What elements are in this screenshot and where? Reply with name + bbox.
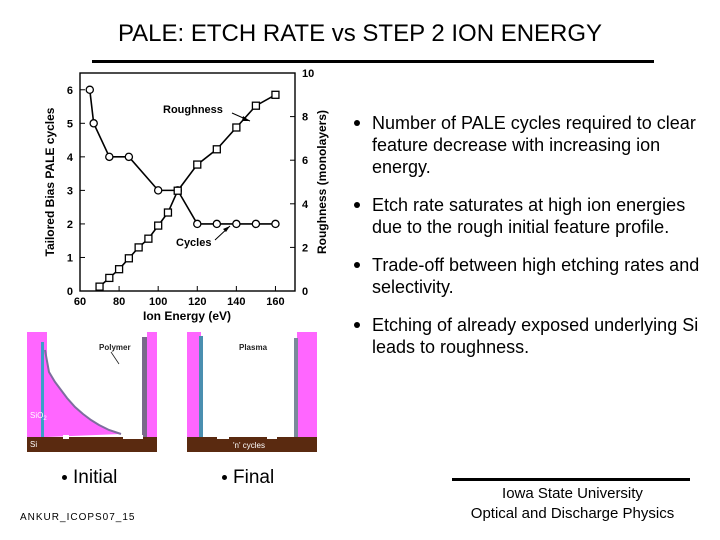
y-left-tick-label: 0 [67,286,73,298]
si-substrate [27,437,157,452]
y-axis-left-label: Tailored Bias PALE cycles [43,107,57,256]
institution-name: Iowa State University [502,485,643,502]
caption-initial: Initial [62,467,117,489]
y-right-tick-label: 10 [302,68,314,80]
data-point-roughness [154,221,163,230]
left-wall-pink [27,332,43,437]
right-wall-pink [147,332,157,437]
bullet-text: Etching of already exposed underlying Si… [372,315,699,357]
bullet-dot [222,475,227,481]
title-underline [92,60,654,63]
y-right-tick-label: 8 [302,112,308,124]
data-point-roughness [105,273,114,283]
data-point-roughness [212,145,221,154]
x-tick-label: 160 [266,296,284,308]
data-point-roughness [134,243,143,252]
institution-block: Iowa State University Optical and Discha… [440,484,705,524]
simulation-initial: Polymer SiO2 Si [27,332,157,452]
bullet-dot [354,120,360,126]
data-point-roughness [251,101,261,110]
data-point-cycles [232,219,241,229]
y-left-tick-label: 1 [67,252,73,264]
institution-rule [452,478,690,481]
label-si: Si [30,440,37,449]
data-point-cycles [105,152,114,162]
data-point-cycles [212,219,222,229]
data-point-roughness [271,90,280,99]
data-point-roughness [232,123,241,132]
bullet-dot [62,475,67,481]
annotation-roughness: Roughness [163,104,223,116]
caption-final-text: Final [233,467,275,488]
bullet-text: Etch rate saturates at high ion energies… [372,195,686,237]
bullet-dot [354,202,360,208]
annotation-roughness-arrowhead [242,116,250,121]
institution-group: Optical and Discharge Physics [470,505,675,522]
bullet-item: Trade-off between high etching rates and… [352,254,702,298]
bullet-item: Number of PALE cycles required to clear … [352,112,702,178]
data-point-cycles [85,85,95,95]
si-substrate [187,437,317,452]
annotation-cycles: Cycles [176,237,211,249]
x-tick-label: 140 [227,296,245,308]
y-right-tick-label: 6 [302,155,308,167]
x-tick-label: 120 [188,296,206,308]
bullet-item: Etch rate saturates at high ion energies… [352,194,702,238]
y-right-tick-label: 0 [302,286,308,298]
bullet-text: Number of PALE cycles required to clear … [372,113,696,177]
data-point-cycles [124,152,134,162]
plot-frame [79,72,296,292]
x-tick-label: 60 [74,296,86,308]
x-tick-label: 80 [113,296,125,308]
bullet-dot [354,262,360,268]
x-tick-label: 100 [149,296,167,308]
slide-title: PALE: ETCH RATE vs STEP 2 ION ENERGY [117,20,603,47]
y-left-tick-label: 6 [67,85,73,97]
simulation-final: Plasma 'n' cycles [187,332,317,452]
data-point-roughness [144,234,153,243]
slide-code: ANKUR_ICOPS07_15 [20,512,136,523]
simulation-final-graphic: Plasma 'n' cycles [187,332,317,452]
data-point-roughness [193,160,202,169]
bullet-dot [354,322,360,328]
simulation-initial-graphic: Polymer SiO2 Si [27,332,157,452]
polymer-slope [45,350,121,437]
y-left-tick-label: 3 [67,185,73,197]
y-axis-right-label: Roughness (monolayers) [315,110,329,254]
data-point-cycles [271,219,280,229]
label-sio2: SiO2 [30,411,47,422]
y-left-tick-label: 5 [67,118,73,130]
caption-initial-text: Initial [73,467,118,488]
data-point-roughness [95,282,104,291]
data-point-cycles [251,219,261,229]
bullet-text: Trade-off between high etching rates and… [372,255,700,297]
label-polymer: Polymer [99,343,131,352]
data-point-roughness [163,208,173,217]
data-point-cycles [193,219,202,229]
data-point-cycles [153,186,163,195]
bullet-list: Number of PALE cycles required to clear … [352,112,702,374]
y-left-tick-label: 4 [67,152,74,164]
annotation-cycles-arrowhead [223,226,230,232]
bullet-item: Etching of already exposed underlying Si… [352,314,702,358]
data-point-roughness [114,265,124,274]
data-point-cycles [89,119,98,128]
y-right-tick-label: 4 [302,199,309,211]
y-right-tick-label: 2 [302,242,308,254]
x-axis-label: Ion Energy (eV) [143,309,231,323]
caption-final: Final [222,467,274,489]
etch-rate-chart: 60 80 100 120 140 160 0 1 2 3 4 5 6 0 2 4 6 8 10 Ion Energ… [40,68,340,330]
label-n-cycles: 'n' cycles [233,441,265,450]
label-plasma: Plasma [239,343,268,352]
left-wall-pink [187,332,201,437]
right-wall-pink [297,332,317,437]
data-point-roughness [124,254,134,263]
y-left-tick-label: 2 [67,219,73,231]
data-point-roughness [173,186,182,195]
